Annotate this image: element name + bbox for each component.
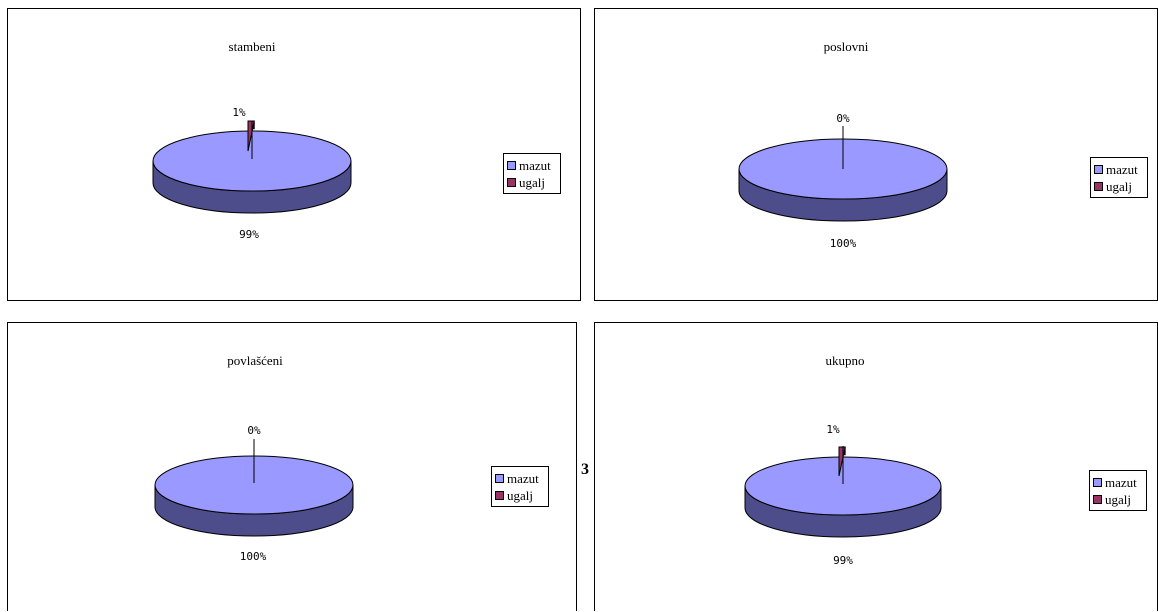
legend-label-mazut: mazut bbox=[507, 471, 539, 486]
legend-swatch-ugalj bbox=[1093, 495, 1102, 504]
legend: mazut ugalj bbox=[491, 466, 549, 507]
legend-swatch-ugalj bbox=[507, 178, 516, 187]
legend-label-mazut: mazut bbox=[1105, 475, 1137, 490]
chart-panel-povlasceni: povlašćeni 0% 100% mazut ugalj bbox=[7, 322, 577, 611]
chart-title: ukupno bbox=[826, 353, 865, 368]
chart-title: poslovni bbox=[824, 39, 869, 54]
legend-label-ugalj: ugalj bbox=[519, 175, 545, 190]
pie-slice-ugalj bbox=[247, 120, 255, 152]
chart-panel-ukupno: ukupno 1% 99% mazut ugalj bbox=[594, 322, 1158, 611]
legend-label-ugalj: ugalj bbox=[507, 488, 533, 503]
data-label-ugalj: 1% bbox=[232, 106, 246, 119]
legend: mazut ugalj bbox=[503, 153, 561, 194]
chart-title: stambeni bbox=[229, 39, 276, 54]
chart-panel-stambeni: stambeni 1% 99% mazut ugalj bbox=[7, 8, 581, 301]
legend-label-ugalj: ugalj bbox=[1105, 492, 1131, 507]
legend-item-ugalj: ugalj bbox=[1093, 491, 1143, 508]
legend-item-ugalj: ugalj bbox=[495, 487, 545, 504]
legend-swatch-mazut bbox=[495, 474, 504, 483]
pie-slice-ugalj bbox=[838, 446, 846, 477]
data-label-mazut: 100% bbox=[830, 237, 857, 250]
pie-slices bbox=[744, 446, 942, 538]
legend-swatch-mazut bbox=[1093, 478, 1102, 487]
chart-title: povlašćeni bbox=[227, 353, 283, 368]
legend-swatch-mazut bbox=[507, 161, 516, 170]
chart-panel-poslovni: poslovni 0% 100% mazut ugalj bbox=[594, 8, 1158, 301]
legend-label-mazut: mazut bbox=[1106, 162, 1138, 177]
pie-chart-povlasceni: povlašćeni 0% 100% bbox=[154, 353, 354, 563]
legend-swatch-ugalj bbox=[1094, 182, 1103, 191]
pie-slices bbox=[152, 120, 352, 214]
pie-slices bbox=[154, 455, 354, 537]
legend-swatch-ugalj bbox=[495, 491, 504, 500]
legend-item-mazut: mazut bbox=[507, 157, 557, 174]
pie-chart-poslovni: poslovni 0% 100% bbox=[738, 39, 948, 250]
legend: mazut ugalj bbox=[1090, 157, 1148, 198]
legend-item-mazut: mazut bbox=[1094, 161, 1144, 178]
legend-item-ugalj: ugalj bbox=[507, 174, 557, 191]
legend: mazut ugalj bbox=[1089, 470, 1147, 511]
legend-item-ugalj: ugalj bbox=[1094, 178, 1144, 195]
legend-label-ugalj: ugalj bbox=[1106, 179, 1132, 194]
data-label-mazut: 99% bbox=[833, 554, 853, 567]
legend-item-mazut: mazut bbox=[1093, 474, 1143, 491]
data-label-mazut: 100% bbox=[240, 550, 267, 563]
legend-item-mazut: mazut bbox=[495, 470, 545, 487]
pie-chart-ukupno: ukupno 1% 99% bbox=[744, 353, 942, 567]
pie-chart-stambeni: stambeni 1% 99% bbox=[152, 39, 352, 241]
data-label-ugalj: 0% bbox=[836, 112, 850, 125]
legend-swatch-mazut bbox=[1094, 165, 1103, 174]
legend-label-mazut: mazut bbox=[519, 158, 551, 173]
page-number: 3 bbox=[581, 461, 589, 478]
data-label-ugalj: 0% bbox=[247, 424, 261, 437]
data-label-ugalj: 1% bbox=[826, 423, 840, 436]
data-label-mazut: 99% bbox=[239, 228, 259, 241]
